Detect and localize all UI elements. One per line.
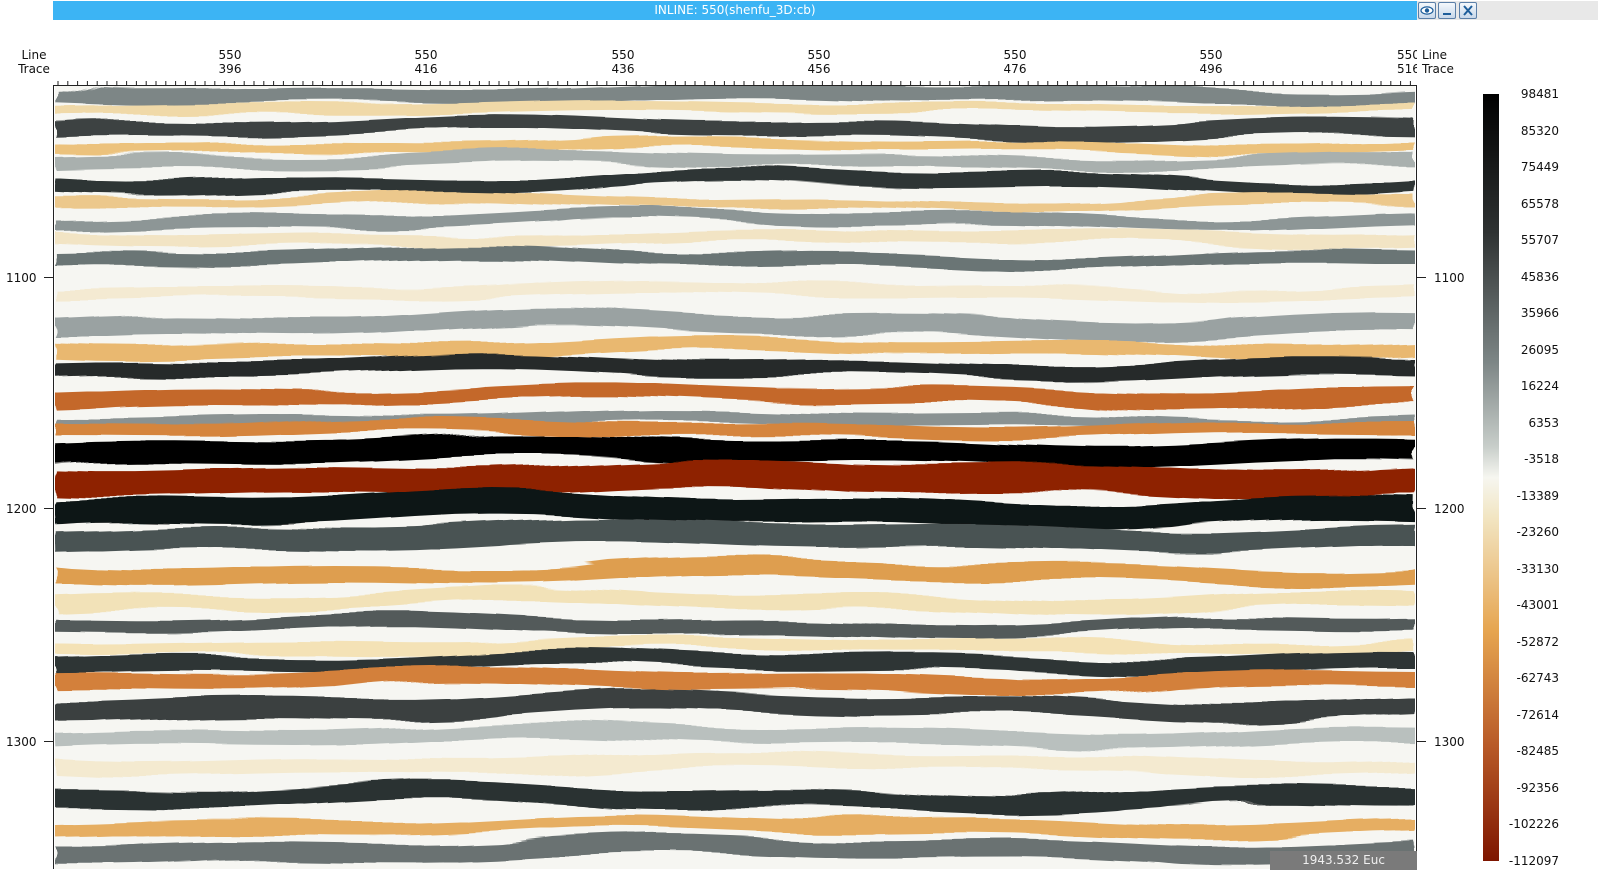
seismic-horizon (55, 586, 1415, 616)
top-tick-label: 550 436 (611, 48, 635, 76)
seismic-horizon (55, 418, 1415, 440)
seismic-horizon (55, 781, 1415, 815)
seismic-horizon (55, 665, 1415, 695)
colorbar-label: 6353 (1528, 415, 1559, 430)
colorbar-label: -82485 (1516, 744, 1559, 759)
seismic-horizon (55, 459, 1415, 499)
colorbar-label: -92356 (1516, 780, 1559, 795)
seismic-horizon (55, 489, 1415, 530)
seismic-horizon (55, 635, 1415, 657)
seismic-horizon (55, 559, 1415, 588)
colorbar-label: -72614 (1516, 707, 1559, 722)
top-tick-label: 550 476 (1003, 48, 1027, 76)
seismic-image (55, 86, 1415, 866)
top-tick-label: 550 516 (1397, 48, 1417, 76)
window-title: INLINE: 550(shenfu_3D:cb) (654, 3, 816, 17)
colorbar-label: 35966 (1520, 306, 1559, 321)
seismic-horizon (55, 335, 1415, 362)
seismic-horizon (55, 167, 1415, 197)
minimize-icon[interactable] (1438, 2, 1456, 19)
seismic-horizon (55, 114, 1415, 142)
depth-tick-mark (1417, 508, 1426, 509)
colorbar-label: 26095 (1520, 342, 1559, 357)
colorbar-label: -62743 (1516, 671, 1559, 686)
depth-tick-mark (1417, 277, 1426, 278)
colorbar-label: -112097 (1508, 854, 1559, 868)
colorbar-label: -102226 (1508, 817, 1559, 832)
seismic-horizon (55, 354, 1415, 382)
seismic-horizon (55, 381, 1415, 411)
colorbar-label: 16224 (1520, 379, 1559, 394)
seismic-horizon (55, 190, 1415, 214)
amplitude-colorbar (1483, 94, 1499, 861)
depth-tick-label: 1100 (1434, 271, 1465, 285)
seismic-horizon (55, 812, 1415, 840)
seismic-horizon (55, 834, 1415, 866)
depth-tick-mark (44, 741, 53, 742)
depth-tick-mark (44, 508, 53, 509)
colorbar-label: -3518 (1524, 452, 1559, 467)
colorbar-label: 65578 (1520, 196, 1559, 211)
colorbar-label: 45836 (1520, 269, 1559, 284)
seismic-horizon (55, 150, 1415, 172)
seismic-horizon (55, 722, 1415, 750)
seismic-horizon (55, 136, 1415, 156)
colorbar-label: -33130 (1516, 561, 1559, 576)
right-axis-header: Line Trace (1422, 48, 1454, 76)
eye-icon[interactable] (1418, 2, 1436, 19)
colorbar-label: -43001 (1516, 598, 1559, 613)
right-axis-line (1416, 86, 1417, 869)
colorbar-label: 55707 (1520, 233, 1559, 248)
seismic-horizon (55, 208, 1415, 233)
seismic-horizon (55, 99, 1415, 117)
depth-tick-label: 1100 (6, 271, 37, 285)
seismic-horizon (55, 751, 1415, 778)
depth-tick-label: 1300 (6, 735, 37, 749)
top-tick-label: 550 396 (218, 48, 242, 76)
depth-tick-label: 1200 (1434, 502, 1465, 516)
top-tick-ruler (53, 81, 1417, 86)
depth-tick-mark (44, 277, 53, 278)
close-icon[interactable] (1459, 2, 1477, 19)
seismic-horizon (55, 227, 1415, 249)
colorbar-label: 85320 (1520, 123, 1559, 138)
top-tick-label: 550 456 (807, 48, 831, 76)
seismic-horizon (55, 307, 1415, 342)
colorbar-label: -23260 (1516, 525, 1559, 540)
top-tick-label: 550 496 (1199, 48, 1223, 76)
left-axis-line (53, 86, 54, 869)
top-tick-label: 550 416 (414, 48, 438, 76)
seismic-horizon (55, 688, 1415, 724)
colorbar-label: 98481 (1520, 87, 1559, 101)
depth-tick-label: 1300 (1434, 735, 1465, 749)
window-title-bar[interactable]: INLINE: 550(shenfu_3D:cb) (53, 1, 1417, 20)
seismic-horizon (55, 86, 1415, 106)
left-axis-header: Line Trace (18, 48, 50, 76)
seismic-section[interactable] (55, 86, 1415, 869)
seismic-horizon (55, 433, 1415, 469)
status-readout: 1943.532 Euc (1270, 851, 1417, 870)
depth-tick-label: 1200 (6, 502, 37, 516)
seismic-horizon (55, 518, 1415, 554)
colorbar-label: 75449 (1520, 160, 1559, 175)
colorbar-label: -13389 (1516, 488, 1559, 503)
colorbar-label: -52872 (1516, 634, 1559, 649)
seismic-horizon (55, 648, 1415, 676)
seismic-horizon (55, 280, 1415, 302)
seismic-horizon (55, 244, 1415, 272)
depth-tick-mark (1417, 741, 1426, 742)
seismic-horizon (55, 612, 1415, 640)
